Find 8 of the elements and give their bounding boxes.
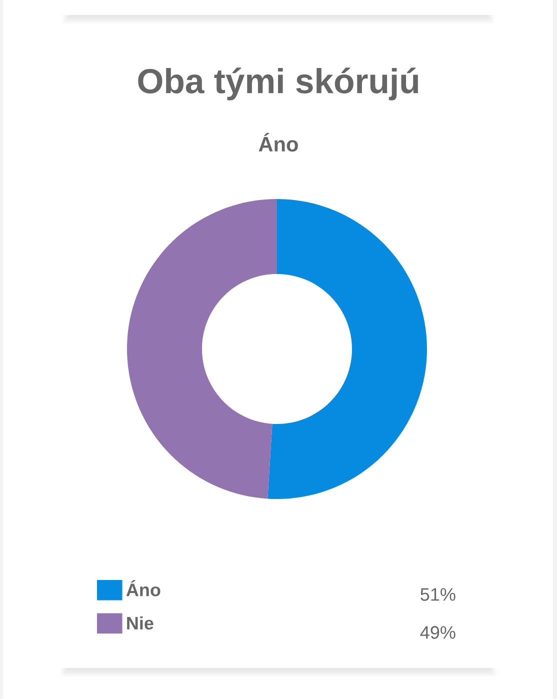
chart-subtitle: Áno <box>258 132 298 152</box>
legend-label: Áno <box>126 580 160 596</box>
donut-slice <box>268 199 427 499</box>
donut-slice <box>127 199 277 499</box>
data-label: 51% <box>420 588 456 601</box>
data-label: 49% <box>420 626 456 639</box>
legend-label: Nie <box>127 616 154 630</box>
chart-title: Oba tými skórujú <box>138 68 418 100</box>
